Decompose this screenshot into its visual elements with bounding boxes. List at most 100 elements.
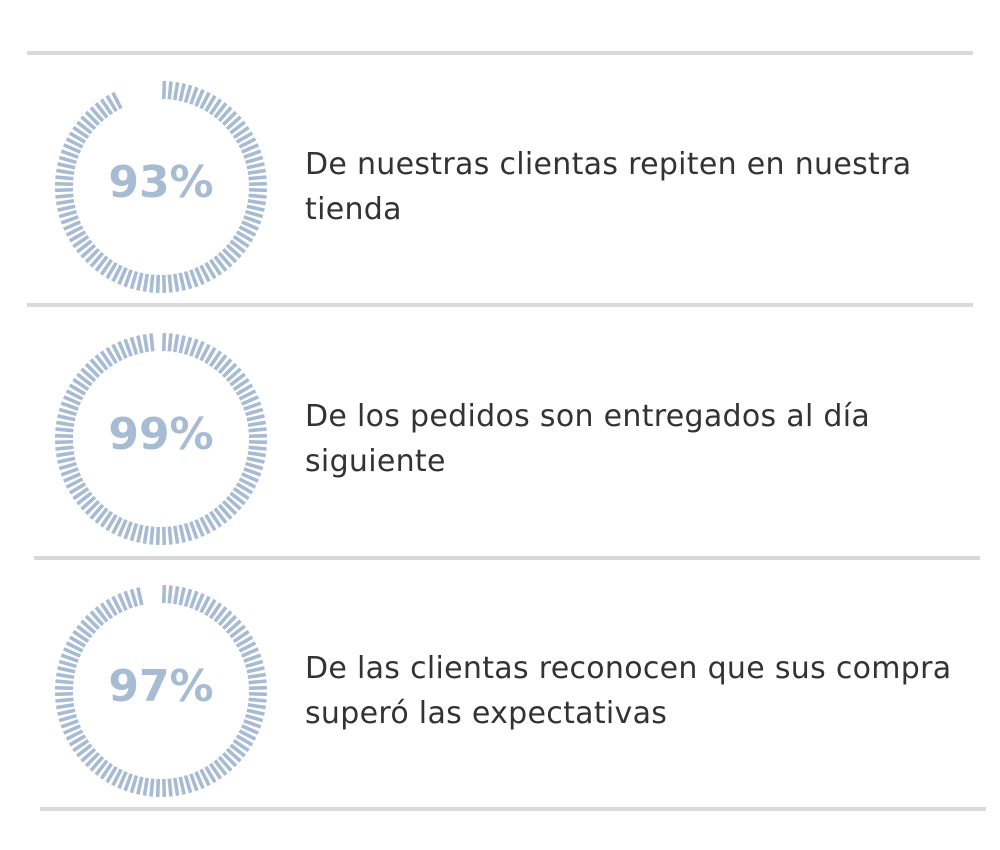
- gauge-tick: [235, 131, 254, 144]
- gauge-tick: [225, 367, 242, 383]
- gauge-tick: [99, 350, 114, 368]
- gauge-tick: [229, 743, 246, 758]
- gauge-tick: [161, 526, 167, 546]
- gauge-tick: [149, 778, 155, 797]
- gauge-tick: [238, 641, 257, 653]
- gauge-tick: [204, 598, 217, 617]
- gauge-3: 97%: [45, 575, 277, 807]
- gauge-tick: [183, 84, 193, 103]
- gauge-tick: [136, 272, 144, 291]
- gauge-tick: [247, 198, 266, 206]
- gauge-tick: [167, 274, 173, 293]
- divider-1: [27, 303, 973, 307]
- gauge-tick: [221, 499, 238, 516]
- gauge-tick: [155, 778, 161, 798]
- gauge-tick: [72, 629, 90, 644]
- gauge-tick: [243, 149, 262, 159]
- gauge-tick: [225, 115, 242, 131]
- gauge-tick: [247, 702, 266, 710]
- gauge-tick: [217, 106, 233, 123]
- gauge-tick: [248, 427, 267, 433]
- gauge-tick: [213, 507, 228, 524]
- gauge-tick: [63, 647, 81, 658]
- gauge-tick: [235, 734, 254, 747]
- gauge-tick: [84, 751, 101, 768]
- gauge-tick: [217, 503, 233, 520]
- gauge-tick: [105, 346, 118, 365]
- gauge-tick: [57, 666, 76, 674]
- gauge-2-arc: [54, 332, 268, 546]
- gauge-tick: [241, 395, 259, 406]
- gauge-tick: [136, 587, 144, 606]
- gauge-tick: [189, 269, 199, 288]
- gauge-tick: [65, 641, 84, 653]
- gauge-tick: [105, 94, 118, 113]
- gauge-tick: [55, 445, 74, 451]
- gauge-tick: [80, 495, 97, 511]
- gauge-tick: [208, 510, 223, 528]
- gauge-tick: [99, 510, 114, 528]
- gauge-tick: [189, 773, 199, 792]
- gauge-tick: [76, 120, 93, 135]
- gauge-tick: [238, 225, 257, 237]
- gauge-tick: [65, 225, 84, 237]
- gauge-tick: [63, 143, 81, 154]
- gauge-tick: [245, 461, 264, 471]
- gauge-tick: [232, 234, 250, 249]
- gauge-tick: [105, 765, 118, 784]
- gauge-tick: [55, 193, 74, 199]
- gauge-tick: [178, 524, 186, 543]
- gauge-tick: [94, 507, 109, 524]
- gauge-tick: [56, 450, 75, 458]
- gauge-tick: [60, 467, 79, 477]
- gauge-tick: [225, 747, 242, 763]
- gauge-tick: [99, 602, 114, 620]
- gauge-tick: [68, 635, 87, 648]
- gauge-tick: [194, 89, 205, 107]
- gauge-tick: [57, 708, 76, 716]
- gauge-tick: [247, 672, 266, 680]
- gauge-tick: [241, 472, 259, 483]
- gauge-tick: [94, 606, 109, 623]
- gauge-tick: [245, 659, 264, 669]
- gauge-tick: [248, 433, 268, 439]
- gauge-tick: [221, 751, 238, 768]
- gauge-tick: [63, 220, 81, 231]
- gauge-tick: [63, 724, 81, 735]
- gauge-tick: [194, 519, 205, 537]
- gauge-tick: [232, 486, 250, 501]
- gauge-tick: [246, 204, 265, 212]
- gauge-tick: [54, 685, 74, 691]
- gauge-tick: [161, 584, 167, 604]
- gauge-tick: [241, 647, 259, 658]
- gauge-tick: [213, 354, 228, 371]
- gauge-tick: [94, 354, 109, 371]
- gauge-tick: [117, 771, 128, 789]
- gauge-tick: [229, 120, 246, 135]
- gauge-2-value-label: 99%: [108, 409, 213, 460]
- gauge-tick: [213, 255, 228, 272]
- gauge-tick: [111, 91, 123, 110]
- gauge-tick: [117, 519, 128, 537]
- gauge-tick: [55, 427, 74, 433]
- stat-2-description: De los pedidos son entregados al día sig…: [305, 399, 871, 479]
- gauge-tick: [60, 215, 79, 225]
- gauge-tick: [246, 414, 265, 422]
- gauge-tick: [183, 271, 193, 290]
- gauge-tick: [247, 450, 266, 458]
- gauge-tick: [161, 274, 167, 294]
- gauge-tick: [65, 137, 84, 149]
- gauge-tick: [56, 420, 75, 428]
- gauge-tick: [225, 243, 242, 259]
- gauge-tick: [167, 333, 173, 352]
- gauge-tick: [194, 593, 205, 611]
- gauge-tick: [248, 181, 268, 187]
- gauge-tick: [89, 106, 105, 123]
- gauge-tick: [60, 401, 79, 411]
- gauge-tick: [204, 513, 217, 532]
- gauge-tick: [245, 407, 264, 417]
- gauge-tick: [178, 776, 186, 795]
- gauge-tick: [172, 273, 180, 292]
- gauge-tick: [204, 261, 217, 280]
- gauge-tick: [208, 762, 223, 780]
